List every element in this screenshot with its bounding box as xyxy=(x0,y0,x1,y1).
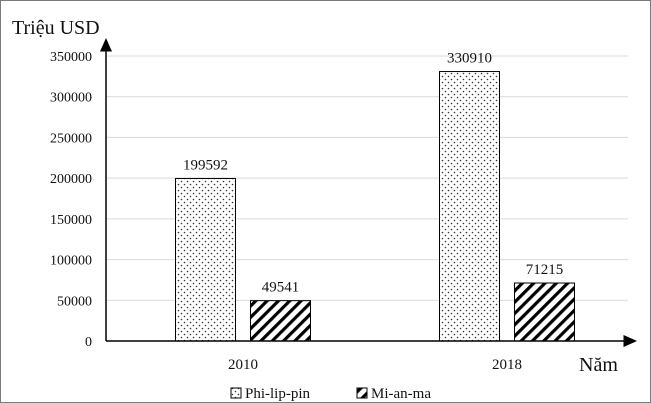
y-tick-labels: 0 50000 100000 150000 200000 250000 300000 3500… xyxy=(50,50,92,350)
y-tick-label: 200000 xyxy=(50,172,92,187)
data-label: 49541 xyxy=(262,280,300,296)
y-tick-label: 300000 xyxy=(50,91,92,106)
category-labels: 2010 2018 xyxy=(228,357,522,373)
data-label: 199592 xyxy=(183,157,228,173)
y-tick-label: 150000 xyxy=(50,213,92,228)
y-axis-title: Triệu USD xyxy=(12,17,100,39)
x-axis-title: Năm xyxy=(579,354,618,376)
bar-mi-an-ma-2010 xyxy=(250,300,311,342)
y-tick-label: 0 xyxy=(85,335,92,350)
x-tick-label: 2010 xyxy=(228,357,258,373)
data-label: 330910 xyxy=(447,51,492,67)
legend-label: Phi-lip-pin xyxy=(245,386,311,402)
data-labels: 199592 49541 330910 71215 xyxy=(183,51,563,296)
x-tick-label: 2018 xyxy=(492,357,522,373)
legend: Phi-lip-pin Mi-an-ma xyxy=(230,386,431,402)
bar-mi-an-ma-2018 xyxy=(514,282,575,342)
legend-label: Mi-an-ma xyxy=(371,386,431,402)
legend-swatch-phi-lip-pin xyxy=(230,387,242,399)
y-tick-label: 250000 xyxy=(50,131,92,146)
y-tick-label: 350000 xyxy=(50,50,92,65)
data-label: 71215 xyxy=(526,262,564,278)
bar-phi-lip-pin-2018 xyxy=(439,71,500,342)
bar-phi-lip-pin-2010 xyxy=(175,177,236,342)
y-tick-label: 50000 xyxy=(57,294,92,309)
y-tick-label: 100000 xyxy=(50,254,92,269)
legend-swatch-mi-an-ma xyxy=(356,387,368,399)
